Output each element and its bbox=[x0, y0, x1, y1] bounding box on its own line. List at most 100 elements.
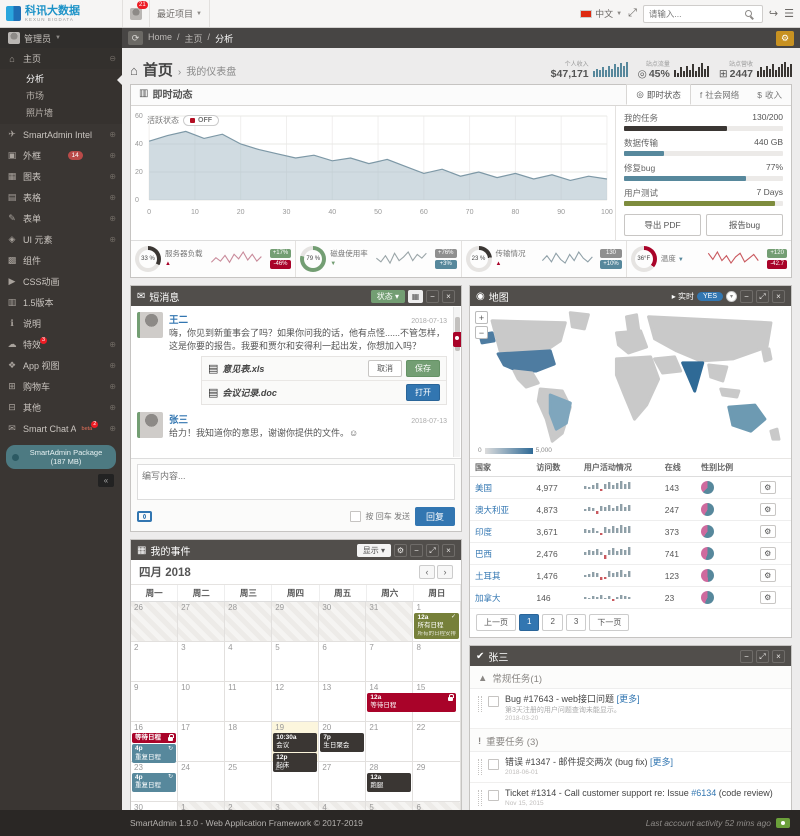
calendar-day[interactable]: 4 bbox=[225, 642, 273, 682]
calendar-day[interactable]: 6 bbox=[413, 802, 461, 810]
calendar-day[interactable]: 3 bbox=[272, 802, 320, 810]
sidebar-item-chatapi[interactable]: ✉Smart Chat APIbeta2⊕ bbox=[0, 418, 122, 439]
column-header[interactable]: 在线 bbox=[659, 458, 697, 477]
calendar-day[interactable]: 18 bbox=[225, 722, 273, 762]
attachment-button-取消[interactable]: 取消 bbox=[368, 360, 402, 378]
calendar-day[interactable]: 4 bbox=[319, 802, 367, 810]
smartadmin-package-button[interactable]: SmartAdmin Package (187 MB) bbox=[6, 445, 116, 469]
row-settings-button[interactable]: ⚙ bbox=[759, 569, 776, 582]
calendar-day[interactable]: 28 12a 跑腿 bbox=[366, 762, 414, 802]
sidebar-item-v15[interactable]: ▥ 1.5版本 bbox=[7, 297, 54, 308]
close-button[interactable]: × bbox=[772, 289, 785, 303]
calendar-day[interactable]: 7 bbox=[366, 642, 414, 682]
sidebar-item-app[interactable]: ❖ App 视图 ⊕ bbox=[7, 360, 116, 371]
camera-icon[interactable] bbox=[137, 511, 152, 522]
breadcrumb-main[interactable]: 主页 bbox=[184, 33, 203, 44]
sidebar-user[interactable]: 管理员 ▼ bbox=[0, 28, 122, 48]
pagination-next[interactable]: 下一页 bbox=[589, 614, 630, 631]
expand-button[interactable]: ⤢ bbox=[426, 543, 439, 557]
todo-link[interactable]: #6134 bbox=[691, 788, 717, 799]
send-on-enter-checkbox[interactable] bbox=[349, 511, 361, 522]
message-author[interactable]: 张三 bbox=[169, 415, 189, 427]
chat-alert-tab[interactable] bbox=[453, 332, 461, 347]
attachment-name[interactable]: 意见表.xls bbox=[222, 364, 265, 375]
todo-checkbox[interactable] bbox=[488, 790, 499, 802]
sidebar-subitem-市场[interactable]: 市场 bbox=[26, 91, 45, 101]
calendar-day[interactable]: 30 bbox=[319, 602, 367, 642]
sidebar-item-forms[interactable]: ✎ 表单 ⊕ bbox=[0, 208, 122, 229]
close-button[interactable]: × bbox=[442, 543, 455, 557]
sidebar-item-outlook[interactable]: ▣ 外框 14 ⊕ bbox=[7, 150, 116, 161]
drag-handle[interactable] bbox=[478, 790, 482, 807]
calendar-day[interactable]: 2 bbox=[131, 642, 179, 682]
pagination-page-3[interactable]: 3 bbox=[565, 614, 587, 631]
drag-handle[interactable] bbox=[478, 759, 482, 776]
calendar-day[interactable]: 3 bbox=[178, 642, 226, 682]
country-link[interactable]: 加拿大 bbox=[470, 586, 532, 609]
country-link[interactable]: 土耳其 bbox=[470, 564, 532, 587]
sidebar-item-docs[interactable]: ℹ 说明 bbox=[0, 313, 122, 334]
calendar-day[interactable]: 9 bbox=[131, 682, 179, 722]
sidebar-item-fx[interactable]: ☁ 特效 3 ⊕ bbox=[7, 337, 116, 350]
close-button[interactable]: × bbox=[442, 289, 455, 303]
chevron-down-icon[interactable]: ▾ bbox=[726, 290, 737, 302]
language-selector[interactable]: 中文 ▼ bbox=[580, 7, 622, 20]
collapse-button[interactable]: − bbox=[426, 289, 439, 303]
row-settings-button[interactable]: ⚙ bbox=[759, 525, 776, 538]
chat-scrollbar[interactable] bbox=[453, 307, 460, 457]
chat-message-input[interactable] bbox=[137, 464, 455, 500]
todo-checkbox[interactable] bbox=[488, 696, 499, 707]
calendar-event[interactable]: 12p 起床 bbox=[273, 752, 318, 772]
calendar-day[interactable]: 5 bbox=[272, 642, 320, 682]
calendar-day[interactable]: 30 bbox=[131, 802, 179, 810]
collapse-button[interactable]: − bbox=[740, 289, 753, 303]
calendar-event[interactable]: 12a 跑腿 bbox=[367, 773, 412, 792]
calendar-day[interactable]: 25 bbox=[225, 762, 273, 802]
minify-menu-button[interactable]: « bbox=[98, 474, 114, 487]
sidebar-subitem-分析[interactable]: 分析 bbox=[0, 71, 122, 88]
row-settings-button[interactable]: ⚙ bbox=[759, 481, 776, 494]
calendar-day[interactable]: 29 bbox=[272, 602, 320, 642]
sidebar-item-tables[interactable]: ▤ 表格 ⊕ bbox=[7, 192, 116, 203]
report-bug-button[interactable]: 报告bug bbox=[706, 214, 783, 236]
calendar-day[interactable]: 27 bbox=[319, 762, 367, 802]
sidebar-item-cart[interactable]: ⊞ 购物车 ⊕ bbox=[0, 376, 122, 397]
todo-link[interactable]: [更多] bbox=[616, 694, 640, 704]
country-link[interactable]: 印度 bbox=[470, 520, 532, 543]
calendar-day[interactable]: 29 bbox=[413, 762, 461, 802]
calendar-event[interactable]: 12a ✓ 所有日程 所有的日程安排 bbox=[414, 613, 459, 640]
calendar-event[interactable]: 4p ↻ 重复日程 bbox=[132, 773, 177, 792]
calendar-prev-button[interactable]: ‹ bbox=[419, 565, 435, 579]
chat-users-button[interactable]: ▦ bbox=[408, 289, 423, 303]
pagination-prev[interactable]: 上一页 bbox=[476, 614, 516, 631]
calendar-day[interactable]: 19 10:30a 会议 12p 起床 bbox=[272, 722, 320, 772]
calendar-day[interactable]: 20 7p 生日聚会 bbox=[319, 722, 367, 762]
calendar-day[interactable]: 6 bbox=[319, 642, 367, 682]
tab-即时状态[interactable]: ◎ 即时状态 bbox=[626, 84, 691, 105]
calendar-next-button[interactable]: › bbox=[437, 565, 453, 579]
refresh-icon[interactable]: ⟳ bbox=[128, 31, 143, 45]
todo-checkbox[interactable] bbox=[488, 759, 499, 771]
world-map[interactable]: + − bbox=[470, 306, 791, 458]
calendar-day[interactable]: 14 12a 等待日程 bbox=[366, 682, 456, 722]
drag-handle[interactable] bbox=[478, 696, 482, 712]
calendar-day[interactable]: 27 bbox=[178, 602, 226, 642]
country-link[interactable]: 美国 bbox=[470, 476, 532, 499]
reply-button[interactable]: 回复 bbox=[414, 507, 455, 526]
gear-icon[interactable]: ⚙ bbox=[394, 543, 407, 557]
row-settings-button[interactable]: ⚙ bbox=[759, 547, 776, 560]
calendar-event[interactable]: 7p 生日聚会 bbox=[320, 733, 365, 752]
map-zoom-in-button[interactable]: + bbox=[475, 311, 488, 324]
calendar-day[interactable]: 21 bbox=[366, 722, 414, 762]
sidebar-subitem-照片墙[interactable]: 照片墙 bbox=[26, 108, 54, 118]
calendar-day[interactable]: 16 等待日程 4p ↻ 重复日程 bbox=[131, 722, 179, 764]
calendar-day[interactable]: 1 bbox=[178, 802, 226, 810]
sidebar-item-intel[interactable]: ✈ SmartAdmin Intel ⊕ bbox=[0, 124, 122, 145]
calendar-day[interactable]: 22 bbox=[413, 722, 461, 762]
sidebar-item-css[interactable]: ▶ CSS动画 bbox=[0, 271, 122, 292]
logout-button[interactable]: ↪ bbox=[768, 8, 779, 20]
sidebar-item-home[interactable]: ⌂ 主页 ⊖ bbox=[0, 48, 122, 69]
calendar-day[interactable]: 24 bbox=[178, 762, 226, 802]
calendar-day[interactable]: 10 bbox=[178, 682, 226, 722]
column-header[interactable]: 访问数 bbox=[531, 458, 579, 477]
